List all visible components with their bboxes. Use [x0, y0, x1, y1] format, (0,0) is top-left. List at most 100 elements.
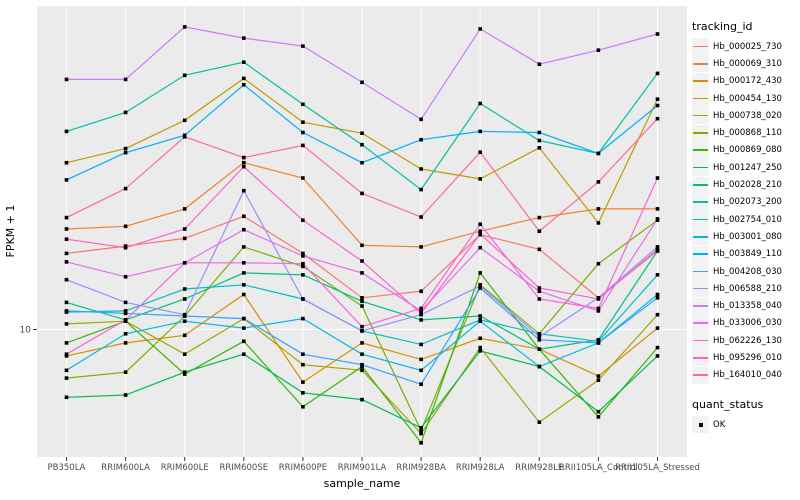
legend-label: Hb_004208_030: [713, 266, 782, 277]
data-point: [301, 176, 305, 180]
legend-key-line-icon: [693, 114, 708, 117]
legend-entry: Hb_062226_130: [692, 332, 800, 350]
data-point: [64, 251, 69, 256]
data-point: [596, 297, 601, 301]
data-point: [419, 309, 423, 313]
data-point: [64, 322, 69, 326]
data-point: [596, 221, 601, 225]
legend-key-box: [692, 72, 709, 90]
data-point: [123, 150, 128, 155]
legend-key-line-icon: [693, 149, 708, 152]
y-axis-labels: 10: [20, 326, 32, 336]
data-point: [123, 245, 128, 250]
data-point: [537, 138, 542, 143]
legend-key-line-icon: [693, 201, 708, 203]
data-point: [596, 306, 601, 311]
legend-key-line-icon: [693, 322, 708, 324]
data-point: [419, 318, 423, 322]
data-point: [419, 431, 423, 436]
data-point: [301, 405, 305, 409]
legend-key-line-icon: [693, 166, 708, 169]
data-point: [64, 368, 69, 373]
data-point: [301, 273, 305, 277]
data-point: [478, 232, 482, 236]
data-point: [242, 160, 246, 165]
data-point: [182, 297, 187, 301]
data-point: [360, 397, 364, 402]
data-point: [123, 77, 128, 82]
legend-key-line-icon: [693, 356, 708, 359]
legend-label: Hb_002754_010: [713, 214, 782, 225]
legend-key-line-icon: [693, 45, 708, 48]
legend-entry: Hb_003001_080: [692, 228, 800, 246]
data-point: [360, 304, 364, 308]
data-point: [537, 335, 542, 339]
data-point: [596, 207, 601, 211]
legend-entry: Hb_000025_730: [692, 38, 800, 56]
data-point: [182, 372, 187, 376]
data-point: [537, 229, 542, 233]
data-point: [301, 264, 305, 269]
data-point: [123, 275, 128, 279]
data-point: [419, 342, 423, 347]
data-point: [596, 180, 601, 184]
legend-entry: Hb_002073_200: [692, 193, 800, 211]
legend-entry: Hb_000738_020: [692, 107, 800, 125]
data-point: [596, 261, 601, 266]
legend-key-line-icon: [693, 339, 708, 342]
data-point: [596, 378, 601, 382]
data-point: [478, 101, 482, 106]
data-point: [242, 339, 246, 344]
data-point: [301, 254, 305, 258]
data-point: [537, 62, 542, 66]
data-point: [301, 261, 305, 266]
data-point: [123, 186, 128, 191]
legend-quant-block: quant_status OK: [692, 398, 800, 434]
legend-label: Hb_000868_110: [713, 128, 782, 139]
data-point: [301, 130, 305, 135]
data-point: [360, 191, 364, 196]
data-point: [537, 247, 542, 252]
data-point: [182, 352, 187, 356]
data-point: [301, 380, 305, 384]
legend-label: Hb_000738_020: [713, 110, 782, 121]
data-point: [123, 318, 128, 322]
legend-key-line-icon: [693, 80, 708, 82]
data-point: [537, 338, 542, 342]
legend-label: Hb_000454_130: [713, 93, 782, 104]
data-point: [123, 393, 128, 397]
data-point: [182, 73, 187, 78]
data-point: [419, 306, 423, 311]
data-point: [419, 428, 423, 433]
data-point: [655, 245, 660, 249]
legend-key-line-icon: [693, 132, 708, 134]
legend-entry: Hb_000868_110: [692, 124, 800, 142]
data-point: [596, 415, 601, 419]
data-point: [419, 117, 423, 122]
data-point: [123, 224, 128, 229]
legend-key-box: [692, 228, 709, 246]
data-point: [655, 354, 660, 358]
x-axis-label: RRIM600LA: [101, 463, 150, 473]
legend-key-box: [692, 159, 709, 177]
data-point: [655, 103, 660, 108]
legend-key-line-icon: [693, 305, 708, 307]
data-point: [123, 300, 128, 305]
data-point: [360, 299, 364, 304]
data-point: [360, 259, 364, 263]
legend-key-line-icon: [693, 184, 708, 186]
data-point: [242, 36, 246, 40]
data-point: [182, 25, 187, 29]
data-point: [537, 130, 542, 135]
data-point: [419, 167, 423, 171]
legend-key-box: [692, 332, 709, 350]
data-point: [242, 164, 246, 169]
legend-label: Hb_000172_430: [713, 76, 782, 87]
data-point: [360, 368, 364, 373]
data-point: [537, 364, 542, 369]
legend-label: Hb_003849_110: [713, 249, 782, 260]
data-point: [419, 368, 423, 373]
legend-entry: Hb_164010_040: [692, 366, 800, 384]
data-point: [360, 352, 364, 356]
